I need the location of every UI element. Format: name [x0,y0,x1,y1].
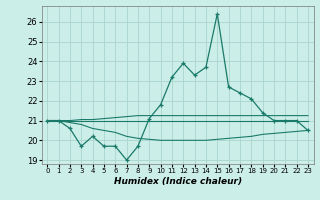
X-axis label: Humidex (Indice chaleur): Humidex (Indice chaleur) [114,177,242,186]
